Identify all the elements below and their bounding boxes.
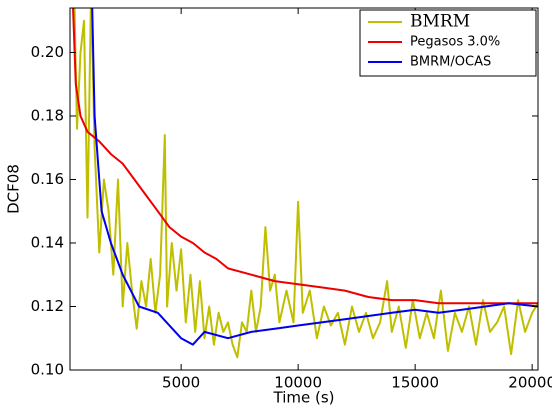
y-tick-label: 0.18 <box>31 106 64 124</box>
data-line <box>91 8 538 346</box>
y-tick-label: 0.16 <box>31 170 64 188</box>
data-line <box>72 8 538 305</box>
x-tick-label: 15000 <box>391 374 439 392</box>
plot-frame <box>69 7 539 371</box>
y-tick-label: 0.12 <box>31 297 64 315</box>
y-tick-label: 0.10 <box>31 361 64 379</box>
x-axis-label: Time (s) <box>273 389 335 407</box>
x-tick-label: 5000 <box>162 374 200 392</box>
x-tick-label: 20000 <box>508 374 552 392</box>
data-line <box>73 8 538 359</box>
y-axis-label: DCF08 <box>5 164 23 214</box>
y-tick-label: 0.20 <box>31 43 64 61</box>
legend-label: BMRM <box>410 12 470 32</box>
x-tick-label: 10000 <box>274 374 322 392</box>
legend-label: BMRM/OCAS <box>410 55 491 70</box>
y-tick-label: 0.14 <box>31 233 64 251</box>
legend-label: Pegasos 3.0% <box>410 35 500 50</box>
